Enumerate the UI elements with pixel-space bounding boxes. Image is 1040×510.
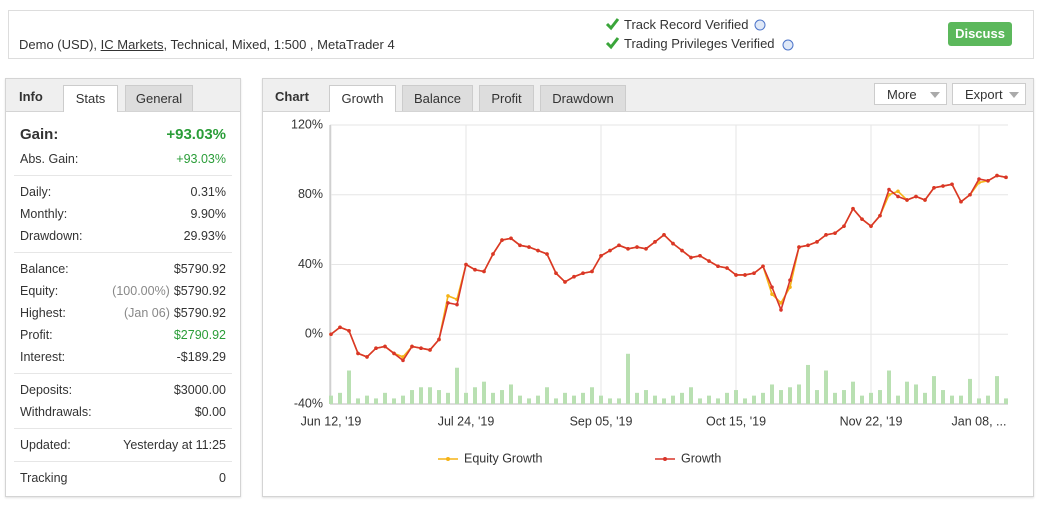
- account-details: , Technical, Mixed, 1:500 , MetaTrader 4: [163, 37, 395, 52]
- panel-header: Info Stats General: [6, 79, 240, 112]
- stats-group: Tracking 0: [14, 462, 232, 494]
- stats-row: Abs. Gain: +93.03%: [20, 148, 226, 170]
- stats-value: 0: [219, 471, 226, 485]
- stats-row: Updated: Yesterday at 11:25: [20, 434, 226, 456]
- stats-value-wrap: $2790.92: [174, 324, 226, 346]
- help-icons: [754, 19, 794, 51]
- stats-value-wrap: 29.93%: [184, 225, 226, 247]
- panel-title: Info: [19, 89, 43, 104]
- stats-label: Withdrawals:: [20, 405, 92, 419]
- stats-row: Interest: -$189.29: [20, 346, 226, 368]
- verification: Trading Privileges Verified: [624, 36, 775, 51]
- tab[interactable]: General: [125, 85, 193, 111]
- stats-value: -$189.29: [176, 350, 226, 364]
- stats-value-wrap: $5790.92: [174, 258, 226, 280]
- stats-value: $2790.92: [173, 328, 226, 342]
- stats-value-wrap: 9.90%: [191, 203, 226, 225]
- chart-panel: Chart Growth Balance Profit Drawdown Mor…: [262, 78, 1034, 497]
- stats-label: Profit:: [20, 328, 53, 342]
- stats-value: $5790.92: [173, 262, 226, 276]
- stats-value: 0.31%: [190, 185, 226, 199]
- account-type: Demo (USD),: [19, 37, 101, 52]
- dropdown-arrows: [930, 92, 1019, 98]
- stats-value: 9.90%: [190, 207, 226, 221]
- stats-value: $5790.92: [173, 284, 226, 298]
- arrow: [930, 92, 940, 98]
- stats-row: Highest: (Jan 06) $5790.92: [20, 302, 226, 324]
- stats-label: Gain:: [20, 126, 59, 143]
- account-bar: Demo (USD), IC Markets, Technical, Mixed…: [8, 10, 1034, 59]
- stats-value-wrap: +93.03%: [166, 122, 226, 148]
- tab[interactable]: Balance: [402, 85, 473, 111]
- stats-value: +93.03%: [166, 126, 226, 143]
- panel-title: Chart: [275, 89, 309, 104]
- stats-row: Tracking 0: [20, 467, 226, 489]
- stats-label: Drawdown:: [20, 229, 83, 243]
- stats-value-wrap: $0.00: [195, 401, 226, 423]
- stats-group: Deposits: $3000.00 Withdrawals: $0.00: [14, 374, 232, 429]
- stats-value-wrap: (Jan 06) $5790.92: [124, 302, 226, 324]
- stats-value: 29.93%: [183, 229, 226, 243]
- stats-label: Deposits:: [20, 383, 73, 397]
- stats-row: Deposits: $3000.00: [20, 379, 226, 401]
- check-icon: [605, 37, 620, 50]
- stats-row: Equity: (100.00%) $5790.92: [20, 280, 226, 302]
- stats-row: Monthly: 9.90%: [20, 203, 226, 225]
- tab[interactable]: Stats: [63, 85, 118, 112]
- stats-label: Daily:: [20, 185, 52, 199]
- stats-value: $3000.00: [173, 383, 226, 397]
- stats-list: Gain: +93.03% Abs. Gain: +93.03% Daily: 0.31%…: [14, 117, 232, 494]
- stats-label: Abs. Gain:: [20, 152, 79, 166]
- stats-label: Interest:: [20, 350, 66, 364]
- broker-link[interactable]: IC Markets: [100, 37, 164, 52]
- stats-value-wrap: -$189.29: [177, 346, 226, 368]
- stats-group: Gain: +93.03% Abs. Gain: +93.03%: [14, 117, 232, 176]
- more-button[interactable]: More: [874, 83, 947, 105]
- help-icon[interactable]: [782, 39, 794, 51]
- stats-row: Gain: +93.03%: [20, 122, 226, 148]
- stats-row: Profit: $2790.92: [20, 324, 226, 346]
- stats-label: Balance:: [20, 262, 69, 276]
- tab[interactable]: Growth: [329, 85, 396, 112]
- arrow: [1009, 92, 1019, 98]
- stats-label: Updated:: [20, 438, 71, 452]
- tab[interactable]: Drawdown: [540, 85, 626, 111]
- stats-value: $0.00: [194, 405, 226, 419]
- stats-group: Updated: Yesterday at 11:25: [14, 429, 232, 462]
- discuss-button[interactable]: Discuss: [948, 22, 1012, 46]
- stats-value-wrap: Yesterday at 11:25: [123, 434, 226, 456]
- stats-value-wrap: 0: [219, 467, 226, 489]
- stats-label: Tracking: [20, 471, 68, 485]
- stats-row: Drawdown: 29.93%: [20, 225, 226, 247]
- stats-value: $5790.92: [173, 306, 226, 320]
- stats-value-wrap: $3000.00: [174, 379, 226, 401]
- stats-note: (100.00%): [112, 284, 170, 298]
- verification: Track Record Verified: [624, 17, 749, 32]
- stats-row: Withdrawals: $0.00: [20, 401, 226, 423]
- stats-value-wrap: +93.03%: [176, 148, 226, 170]
- stats-label: Highest:: [20, 306, 66, 320]
- stats-group: Daily: 0.31% Monthly: 9.90% Drawdown: 29.93%: [14, 176, 232, 253]
- stats-note: (Jan 06): [124, 306, 170, 320]
- export-button[interactable]: Export: [952, 83, 1026, 105]
- stats-label: Monthly:: [20, 207, 68, 221]
- check-icon: [605, 18, 620, 31]
- check-icons: [605, 18, 620, 50]
- stats-value: Yesterday at 11:25: [123, 438, 226, 452]
- stats-row: Daily: 0.31%: [20, 181, 226, 203]
- help-icon[interactable]: [754, 19, 766, 31]
- stats-group: Balance: $5790.92 Equity: (100.00%) $5790.92…: [14, 253, 232, 374]
- account-info: Demo (USD), IC Markets, Technical, Mixed…: [19, 37, 395, 52]
- stats-row: Balance: $5790.92: [20, 258, 226, 280]
- panel-header: Chart Growth Balance Profit Drawdown Mor…: [263, 79, 1033, 112]
- stats-value-wrap: (100.00%) $5790.92: [112, 280, 226, 302]
- stats-label: Equity:: [20, 284, 59, 298]
- stats-panel: Info Stats General Gain: +93.03% Abs. Gain…: [5, 78, 241, 497]
- stats-value: +93.03%: [176, 152, 226, 166]
- stats-value-wrap: 0.31%: [191, 181, 226, 203]
- tab[interactable]: Profit: [479, 85, 534, 111]
